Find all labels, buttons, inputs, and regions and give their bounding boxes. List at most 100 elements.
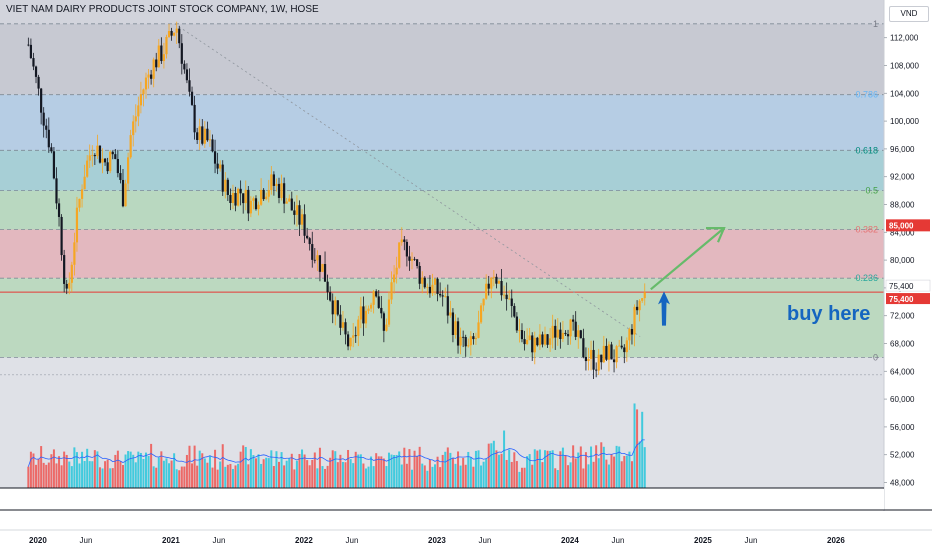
candle-body <box>132 121 135 136</box>
candle-body <box>403 239 406 242</box>
volume-bar <box>400 464 403 488</box>
candle-body <box>589 349 593 359</box>
candle-body <box>554 325 557 338</box>
candle-body <box>162 54 166 62</box>
candle-body <box>295 205 299 215</box>
candle-body <box>57 203 61 217</box>
volume-bar <box>549 450 552 488</box>
volume-bar <box>605 459 608 488</box>
volume-bar <box>423 465 426 488</box>
price-tick-label: 52,000 <box>890 451 915 460</box>
candle-body <box>206 128 209 141</box>
volume-bar <box>301 449 304 488</box>
candle-body <box>359 306 362 320</box>
candle-body <box>482 298 485 306</box>
volume-bar <box>221 444 224 488</box>
volume-bar <box>211 467 214 488</box>
candle-body <box>533 337 536 353</box>
candle-body <box>96 145 99 157</box>
candle-body <box>352 335 355 338</box>
candle-body <box>275 183 278 186</box>
volume-bar <box>628 451 631 488</box>
fib-zone-1 <box>0 23 884 95</box>
currency-scale-button[interactable]: VND <box>889 6 929 22</box>
volume-bar <box>454 463 457 488</box>
candle-body <box>323 264 327 282</box>
candle-body <box>101 158 104 163</box>
candle-body <box>306 235 309 239</box>
last-price-tag-a-label: 75,400 <box>889 282 914 291</box>
candle-body <box>543 334 547 345</box>
volume-bar <box>625 455 628 488</box>
candle-body <box>300 214 304 225</box>
volume-bar <box>561 447 564 488</box>
volume-bar <box>275 451 278 488</box>
volume-bar <box>150 443 153 488</box>
volume-bar <box>469 457 472 488</box>
candle-body <box>280 183 283 198</box>
candle-body <box>242 193 245 204</box>
volume-bar <box>526 456 529 488</box>
candle-body <box>183 63 186 70</box>
volume-bar <box>272 466 275 488</box>
indicator-pane <box>0 489 884 510</box>
volume-bar <box>152 466 155 488</box>
candle-body <box>643 292 646 299</box>
time-tick-label: 2023 <box>428 536 446 545</box>
fib-zone-0.382 <box>0 229 884 279</box>
volume-bar <box>58 456 61 488</box>
candle-body <box>55 178 58 204</box>
candle-body <box>641 298 644 301</box>
volume-bar <box>285 460 288 488</box>
target-price-tag <box>886 219 930 232</box>
volume-bar <box>96 451 99 488</box>
candle-body <box>362 306 365 324</box>
volume-bar <box>134 462 137 488</box>
candle-body <box>127 157 130 184</box>
candle-body <box>528 335 531 341</box>
volume-bar <box>201 453 204 488</box>
candle-body <box>369 304 373 309</box>
fib-label-0.618: 0.618 <box>855 145 878 155</box>
volume-bar <box>142 458 145 488</box>
candle-body <box>308 238 311 245</box>
volume-bar <box>439 467 442 488</box>
candle-body <box>37 76 40 89</box>
candle-body <box>277 183 281 198</box>
volume-bar <box>538 449 541 488</box>
volume-bar <box>78 463 81 488</box>
volume-bar <box>505 459 508 488</box>
time-tick-label: 2022 <box>295 536 313 545</box>
candle-body <box>587 358 590 362</box>
volume-bar <box>88 461 91 488</box>
volume-bar <box>160 451 163 488</box>
candle-body <box>510 298 513 306</box>
candle-body <box>193 104 196 133</box>
candle-body <box>178 28 181 44</box>
candle-body <box>367 308 370 311</box>
volume-bar <box>536 450 539 488</box>
candle-body <box>109 151 112 172</box>
volume-bar <box>83 461 86 488</box>
candle-body <box>331 300 334 315</box>
volume-bar <box>364 468 367 488</box>
volume-bar <box>339 454 342 488</box>
volume-bar <box>298 454 301 488</box>
candle-body <box>303 214 306 236</box>
candle-body <box>198 126 201 141</box>
candle-body <box>45 125 48 130</box>
fib-zone-0.618 <box>0 150 884 191</box>
volume-bar <box>482 461 485 488</box>
volume-bar <box>413 450 416 488</box>
volume-bar <box>359 454 362 488</box>
candle-body <box>203 128 206 144</box>
candle-body <box>170 30 173 36</box>
volume-bar <box>477 450 480 488</box>
target-arrow-line <box>650 227 725 291</box>
candle-body <box>326 281 329 293</box>
volume-bar <box>523 467 526 488</box>
price-tick-label: 72,000 <box>890 312 915 321</box>
volume-bar <box>574 458 577 488</box>
candle-body <box>329 292 332 301</box>
